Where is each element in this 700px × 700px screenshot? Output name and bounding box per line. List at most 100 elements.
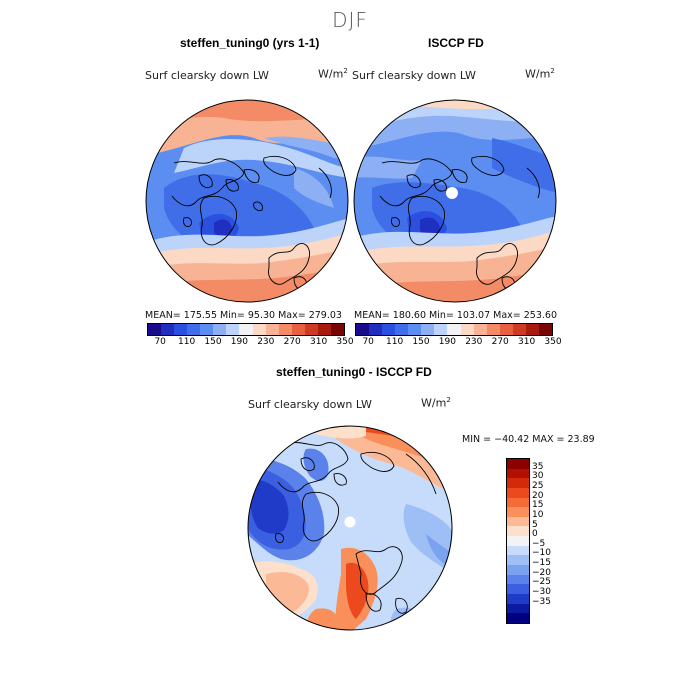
colorbar-swatch	[507, 545, 529, 556]
diff-colorbar-ticks: 35 30 25 20 15 10 5 0 −5 −10 −15 −20 −25 −30 −35	[532, 458, 572, 622]
colorbar-swatch	[369, 324, 383, 335]
model-colorbar-tick-label: 150	[204, 337, 222, 347]
colorbar-swatch	[161, 324, 175, 335]
colorbar-swatch	[187, 324, 201, 335]
diff-colorbar-tick-label: 5	[532, 519, 538, 530]
obs-colorbar-tick-label: 270	[491, 337, 509, 347]
diff-units-label: W/m2	[421, 396, 451, 410]
diff-colorbar-tick-label: 25	[532, 480, 544, 491]
colorbar-swatch	[304, 324, 318, 335]
colorbar-swatch	[356, 324, 370, 335]
model-colorbar-tick-label: 230	[257, 337, 275, 347]
diff-colorbar-tick-label: 35	[532, 461, 544, 472]
model-colorbar-tick-label: 350	[336, 337, 354, 347]
season-title: DJF	[332, 8, 368, 32]
colorbar-swatch	[421, 324, 435, 335]
diff-colorbar-tick-label: −25	[532, 577, 551, 588]
obs-variable-label: Surf clearsky down LW	[352, 69, 476, 82]
colorbar-swatch	[330, 324, 344, 335]
colorbar-swatch	[507, 574, 529, 585]
obs-colorbar-tick-label: 110	[386, 337, 404, 347]
diff-polar-map	[247, 425, 453, 631]
colorbar-swatch	[265, 324, 279, 335]
colorbar-swatch	[408, 324, 422, 335]
colorbar-swatch	[538, 324, 552, 335]
diff-colorbar-swatches	[506, 458, 530, 624]
colorbar-swatch	[434, 324, 448, 335]
diff-colorbar-tick-label: 20	[532, 490, 544, 501]
obs-colorbar-tick-label: 310	[518, 337, 536, 347]
colorbar-swatch	[382, 324, 396, 335]
model-colorbar-tick-label: 270	[283, 337, 301, 347]
obs-colorbar-ticks: 70 110 150 190 230 270 310 350	[355, 337, 561, 349]
diff-colorbar-tick-label: −35	[532, 596, 551, 607]
colorbar-swatch	[507, 565, 529, 575]
colorbar-swatch	[291, 324, 305, 335]
diff-colorbar-tick-label: 0	[532, 529, 538, 540]
colorbar-swatch	[252, 324, 266, 335]
colorbar-swatch	[395, 324, 409, 335]
colorbar-swatch	[507, 497, 529, 508]
colorbar-swatch	[239, 324, 253, 335]
obs-colorbar-tick-label: 150	[412, 337, 430, 347]
model-units-label: W/m2	[318, 67, 348, 81]
model-polar-map	[145, 99, 349, 303]
colorbar-swatch	[507, 526, 529, 537]
colorbar-swatch	[174, 324, 188, 335]
obs-polar-map	[353, 99, 557, 303]
obs-colorbar-swatches	[355, 323, 553, 336]
diff-colorbar	[506, 458, 530, 624]
diff-colorbar-tick-label: 10	[532, 509, 544, 520]
colorbar-swatch	[507, 584, 529, 594]
colorbar-swatch	[213, 324, 227, 335]
diff-variable-label: Surf clearsky down LW	[248, 398, 372, 411]
colorbar-swatch	[507, 613, 529, 623]
colorbar-swatch	[460, 324, 474, 335]
model-colorbar-ticks: 70 110 150 190 230 270 310 350	[147, 337, 353, 349]
diff-colorbar-tick-label: −20	[532, 567, 551, 578]
colorbar-swatch	[507, 507, 529, 517]
colorbar-swatch	[507, 487, 529, 498]
model-colorbar-swatches	[147, 323, 345, 336]
model-colorbar	[147, 323, 345, 336]
diff-colorbar-tick-label: −15	[532, 558, 551, 569]
colorbar-swatch	[507, 459, 529, 469]
diff-stats: MIN = −40.42 MAX = 23.89	[462, 434, 595, 445]
obs-panel-title: ISCCP FD	[428, 36, 484, 50]
obs-colorbar-tick-label: 190	[438, 337, 456, 347]
diff-colorbar-tick-label: 15	[532, 500, 544, 511]
colorbar-swatch	[447, 324, 461, 335]
model-stats: MEAN= 175.55 Min= 95.30 Max= 279.03	[145, 310, 342, 321]
colorbar-swatch	[507, 536, 529, 546]
diff-colorbar-tick-label: 30	[532, 471, 544, 482]
colorbar-swatch	[507, 603, 529, 614]
obs-colorbar-tick-label: 350	[544, 337, 562, 347]
colorbar-swatch	[226, 324, 240, 335]
colorbar-swatch	[507, 555, 529, 566]
colorbar-swatch	[507, 516, 529, 527]
diff-colorbar-tick-label: −5	[532, 538, 546, 549]
colorbar-swatch	[486, 324, 500, 335]
obs-colorbar-tick-label: 70	[362, 337, 374, 347]
model-colorbar-tick-label: 70	[154, 337, 166, 347]
model-colorbar-tick-label: 190	[230, 337, 248, 347]
colorbar-swatch	[317, 324, 331, 335]
model-colorbar-tick-label: 110	[178, 337, 196, 347]
colorbar-swatch	[499, 324, 513, 335]
obs-colorbar	[355, 323, 553, 336]
obs-stats: MEAN= 180.60 Min= 103.07 Max= 253.60	[354, 310, 558, 321]
colorbar-swatch	[507, 593, 529, 604]
colorbar-swatch	[278, 324, 292, 335]
diff-colorbar-tick-label: −30	[532, 587, 551, 598]
diff-colorbar-tick-label: −10	[532, 548, 551, 559]
colorbar-swatch	[200, 324, 214, 335]
colorbar-swatch	[507, 468, 529, 479]
colorbar-swatch	[148, 324, 162, 335]
obs-colorbar-tick-label: 230	[465, 337, 483, 347]
colorbar-swatch	[525, 324, 539, 335]
colorbar-swatch	[473, 324, 487, 335]
model-panel-title: steffen_tuning0 (yrs 1-1)	[180, 36, 320, 50]
colorbar-swatch	[512, 324, 526, 335]
model-colorbar-tick-label: 310	[310, 337, 328, 347]
model-variable-label: Surf clearsky down LW	[145, 69, 269, 82]
